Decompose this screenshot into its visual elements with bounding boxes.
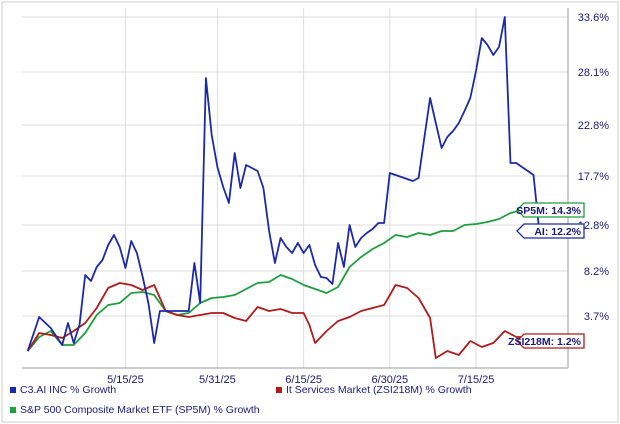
end-label-layer: AI: 12.2% ZSI218M: 1.2% SP5M: 14.3% [508, 202, 585, 349]
x-tick-label: 6/30/25 [371, 374, 408, 386]
end-label-text: ZSI218M: 1.2% [508, 336, 582, 348]
end-label-box [516, 202, 585, 218]
y-tick-label: 33.6% [578, 12, 609, 24]
plot-area [22, 8, 568, 368]
axis-layer: 33.6% 28.1% 22.8% 17.7% 12.8% 8.2% 3.7% 5/15/25… [22, 8, 609, 386]
y-tick-label: 28.1% [578, 67, 609, 79]
legend: C3.AI INC % Growth It Services Market (ZS… [10, 384, 472, 416]
legend-swatch-zsi218m [276, 387, 282, 393]
end-label-text: AI: 12.2% [534, 226, 581, 238]
y-tick-label: 8.2% [584, 266, 609, 278]
x-tick-label: 5/31/25 [199, 374, 236, 386]
y-tick-label: 3.7% [584, 311, 609, 323]
y-tick-label: 17.7% [578, 171, 609, 183]
legend-label-c3ai: C3.AI INC % Growth [20, 384, 116, 396]
end-label-box [516, 333, 585, 349]
x-tick-label: 6/15/25 [285, 374, 322, 386]
end-label-zsi218m: ZSI218M: 1.2% [508, 333, 585, 349]
series-line-zsi218m [26, 282, 540, 359]
y-tick-label: 12.8% [578, 220, 609, 232]
x-tick-label: 7/15/25 [458, 374, 495, 386]
legend-swatch-c3ai [10, 387, 16, 393]
series-line-sp5m [27, 209, 540, 352]
legend-swatch-sp5m [10, 407, 16, 413]
end-label-sp5m: SP5M: 14.3% [516, 202, 585, 218]
grid-layer [22, 8, 568, 368]
series-line-c3ai [26, 16, 541, 352]
end-label-text: SP5M: 14.3% [516, 205, 581, 217]
y-tick-label: 22.8% [578, 120, 609, 132]
series-layer [26, 16, 541, 359]
x-tick-label: 5/15/25 [107, 374, 144, 386]
legend-label-sp5m: S&P 500 Composite Market ETF (SP5M) % Gr… [20, 404, 260, 416]
end-label-c3ai: AI: 12.2% [516, 223, 585, 239]
end-label-box [516, 223, 585, 239]
legend-label-zsi218m: It Services Market (ZSI218M) % Growth [286, 384, 472, 396]
